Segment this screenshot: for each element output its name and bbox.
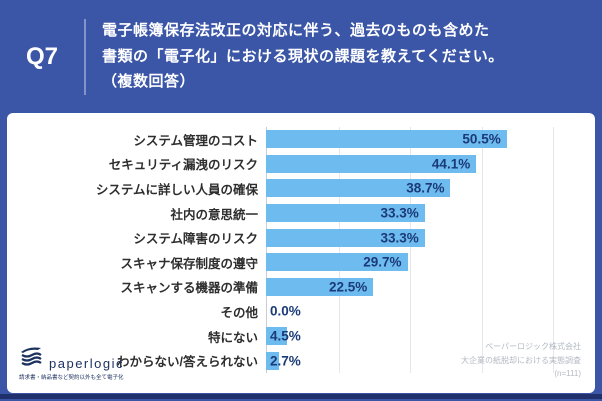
bar-track: 0.0%: [266, 302, 566, 320]
logo-wordmark: paperlogic: [49, 356, 124, 371]
bar: [266, 228, 425, 247]
bar-row: スキャンする機器の準備 22.5%: [7, 275, 595, 300]
bar-row: 特にない 4.5%: [7, 324, 595, 349]
bar-track: 33.3%: [266, 228, 566, 247]
bar-track: 33.3%: [266, 204, 566, 223]
bar-row: スキャナ保存制度の遵守 29.7%: [7, 250, 595, 275]
bar-chart: システム管理のコスト 50.5% セキュリティ漏洩のリスク 44.1% システムに詳しい…: [7, 127, 595, 373]
paperlogic-icon: [19, 346, 45, 371]
credit-line: ペーパーロジック株式会社: [485, 342, 581, 352]
survey-credit: ペーパーロジック株式会社 大企業の紙脱却における実態調査 (n=111): [461, 340, 581, 381]
gridline: [410, 127, 411, 373]
bar: [266, 179, 451, 198]
value-label: 4.5%: [270, 328, 301, 344]
bar-row: システムに詳しい人員の確保 38.7%: [7, 176, 595, 201]
category-label: その他: [220, 305, 258, 320]
question-title-line: （複数回答）: [102, 73, 196, 91]
question-title-line: 電子帳簿保存法改正の対応に伴う、過去のものも含めた: [102, 22, 490, 40]
bar-track: 4.5%: [266, 327, 566, 346]
bar-row: わからない/答えられない 2.7%: [7, 348, 595, 373]
bar-track: 29.7%: [266, 253, 566, 272]
header-divider: [84, 18, 86, 95]
bar-track: 50.5%: [266, 130, 566, 149]
value-label: 50.5%: [462, 131, 501, 147]
bar: [266, 130, 507, 149]
logo-tagline: 請求書・納品書など契約以外も全て電子化: [19, 375, 124, 381]
bar-row: 社内の意思統一 33.3%: [7, 201, 595, 226]
chart-rows: システム管理のコスト 50.5% セキュリティ漏洩のリスク 44.1% システムに詳しい…: [7, 127, 595, 373]
logo-row: paperlogic: [19, 346, 124, 371]
bar-track: 2.7%: [266, 351, 566, 370]
bar: [266, 351, 279, 370]
value-label: 33.3%: [380, 205, 419, 221]
question-number: Q7: [25, 42, 58, 70]
category-label: スキャンする機器の準備: [120, 281, 258, 296]
gridline: [338, 127, 340, 373]
value-label: 22.5%: [328, 279, 368, 295]
paperlogic-logo: paperlogic 請求書・納品書など契約以外も全て電子化: [19, 346, 124, 381]
chart-card: システム管理のコスト 50.5% セキュリティ漏洩のリスク 44.1% システムに詳しい…: [7, 113, 595, 393]
bar-track: 22.5%: [266, 277, 566, 296]
category-label: セキュリティ漏洩のリスク: [108, 158, 258, 173]
bar-track: 38.7%: [266, 179, 566, 198]
category-label: わからない/答えられない: [117, 355, 258, 370]
bar: [266, 204, 425, 223]
question-title-line: 書類の「電子化」における現状の課題を教えてください。: [102, 47, 504, 65]
bar-row: システム管理のコスト 50.5%: [7, 127, 595, 152]
bar-row: システム障害のリスク 33.3%: [7, 225, 595, 250]
value-label: 2.7%: [270, 353, 301, 369]
bar-row: セキュリティ漏洩のリスク 44.1%: [7, 152, 595, 177]
gridline: [553, 127, 554, 373]
bar: [266, 277, 374, 296]
bar-track: 44.1%: [266, 154, 566, 173]
bottom-accent-strip: [0, 394, 602, 399]
category-label: システム障害のリスク: [133, 232, 258, 247]
grid-overlay: [266, 127, 554, 373]
category-label: 特にない: [207, 330, 258, 345]
value-label: 33.3%: [380, 230, 419, 246]
bar: [266, 154, 477, 173]
bar: [266, 253, 408, 272]
value-label: 38.7%: [406, 180, 445, 196]
gridline: [481, 127, 483, 373]
question-title: 電子帳簿保存法改正の対応に伴う、過去のものも含めた 書類の「電子化」における現状…: [102, 18, 504, 95]
bar: [266, 327, 288, 346]
category-label: システム管理のコスト: [133, 133, 258, 148]
question-header: Q7 電子帳簿保存法改正の対応に伴う、過去のものも含めた 書類の「電子化」におけ…: [0, 0, 602, 113]
category-label: システムに詳しい人員の確保: [95, 182, 258, 197]
category-label: 社内の意思統一: [170, 207, 258, 222]
value-label: 0.0%: [270, 303, 301, 319]
value-label: 29.7%: [363, 254, 402, 270]
value-label: 44.1%: [431, 156, 471, 172]
credit-line: 大企業の紙脱却における実態調査: [461, 355, 581, 365]
credit-line: (n=111): [554, 369, 581, 379]
category-label: スキャナ保存制度の遵守: [120, 256, 258, 271]
bar-row: その他 0.0%: [7, 299, 595, 324]
